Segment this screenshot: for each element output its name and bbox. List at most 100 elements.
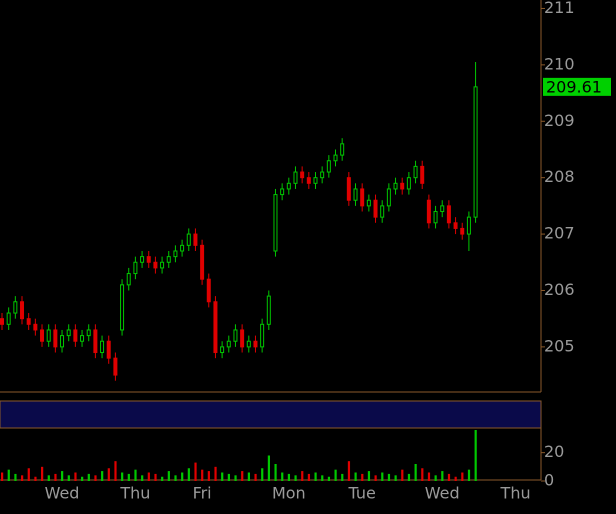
candle-body (333, 154, 338, 162)
candle-body (13, 301, 18, 314)
candle-body (386, 188, 391, 207)
volume-bar (147, 472, 150, 481)
volume-bar (221, 472, 224, 481)
volume-bar (301, 471, 304, 481)
candle-body (160, 261, 165, 269)
volume-bar (94, 475, 97, 481)
volume-bar (181, 472, 184, 481)
candle-body (133, 261, 138, 275)
candle-body (66, 329, 71, 337)
volume-bar (467, 469, 471, 481)
volume-bar (134, 469, 137, 481)
x-tick-label: Thu (119, 484, 150, 503)
candle-body (306, 177, 311, 184)
candle-body (293, 171, 298, 184)
candle-body (180, 244, 185, 252)
candle-body (166, 256, 171, 263)
volume-bar (447, 473, 451, 481)
candle-body (426, 199, 431, 224)
volume-bar (207, 471, 210, 481)
candle-body (393, 182, 398, 190)
volume-bar (247, 472, 250, 481)
volume-bar (201, 469, 204, 481)
volume-bar (394, 475, 397, 481)
candle-body (80, 335, 85, 342)
candle-body (113, 357, 118, 376)
candle-body (40, 329, 45, 342)
volume-bar (34, 476, 37, 481)
candle-body (353, 188, 358, 201)
volume-bar (101, 471, 104, 481)
volume-bar (7, 469, 10, 481)
volume-bar (194, 462, 197, 481)
volume-bar (421, 468, 424, 481)
candle-body (420, 165, 425, 184)
candle-body (266, 295, 271, 325)
x-tick-label: Wed (425, 484, 460, 503)
volume-bar (414, 464, 417, 481)
volume-bar (141, 475, 144, 481)
volume-bar (387, 473, 391, 481)
volume-bar (401, 469, 404, 481)
volume-bar (1, 472, 4, 481)
volume-bar (334, 469, 337, 481)
candle-body (73, 329, 78, 342)
candle-body (240, 329, 245, 348)
volume-bar (161, 476, 164, 481)
volume-bar (227, 473, 230, 481)
last-price-box (543, 77, 611, 96)
volume-bar (74, 472, 77, 481)
candle-body (146, 256, 151, 263)
candle-body (206, 278, 211, 303)
volume-bar (241, 471, 244, 481)
volume-bar (321, 475, 324, 481)
candle-body (120, 284, 125, 331)
candle-body (86, 329, 91, 337)
volume-bar (274, 464, 277, 481)
volume-bar (261, 468, 264, 481)
candle-body (46, 329, 51, 342)
volume-bar (61, 471, 64, 481)
y-tick-label: 211 (544, 0, 575, 17)
candle-body (106, 340, 111, 359)
volume-bar (27, 468, 30, 481)
x-tick-label: Mon (272, 484, 306, 503)
candle-body (440, 205, 445, 213)
volume-bar (361, 473, 364, 481)
volume-bar (47, 475, 50, 481)
y-tick-label: 210 (544, 54, 575, 73)
candle-body (453, 222, 458, 229)
volume-bar (14, 473, 17, 481)
volume-bar (67, 475, 70, 481)
candle-body (153, 261, 158, 269)
volume-bar (281, 472, 284, 481)
volume-bar (54, 473, 57, 481)
volume-bar (287, 473, 291, 481)
candle-body (233, 329, 238, 342)
candle-body (6, 312, 11, 325)
volume-bar (21, 475, 24, 481)
candle-body (226, 340, 231, 348)
volume-bar (374, 475, 377, 481)
volume-bar (327, 476, 331, 481)
x-tick-label: Fri (193, 484, 212, 503)
candle-body (220, 346, 225, 354)
candle-body (473, 86, 478, 218)
volume-bar (354, 472, 357, 481)
candle-body (193, 233, 198, 246)
candle-body (100, 340, 105, 354)
x-tick-label: Thu (500, 484, 531, 503)
candle-body (253, 340, 258, 348)
candle-body (446, 205, 451, 224)
candle-body (360, 188, 365, 207)
candle-body (0, 318, 4, 325)
volume-bar (127, 473, 130, 481)
candle-body (200, 244, 205, 280)
volume-bar (294, 475, 297, 481)
y-tick-label: 207 (544, 224, 575, 243)
candle-body (213, 301, 218, 354)
candle-body (93, 329, 98, 354)
volume-bar (341, 473, 344, 481)
candle-body (186, 233, 191, 246)
